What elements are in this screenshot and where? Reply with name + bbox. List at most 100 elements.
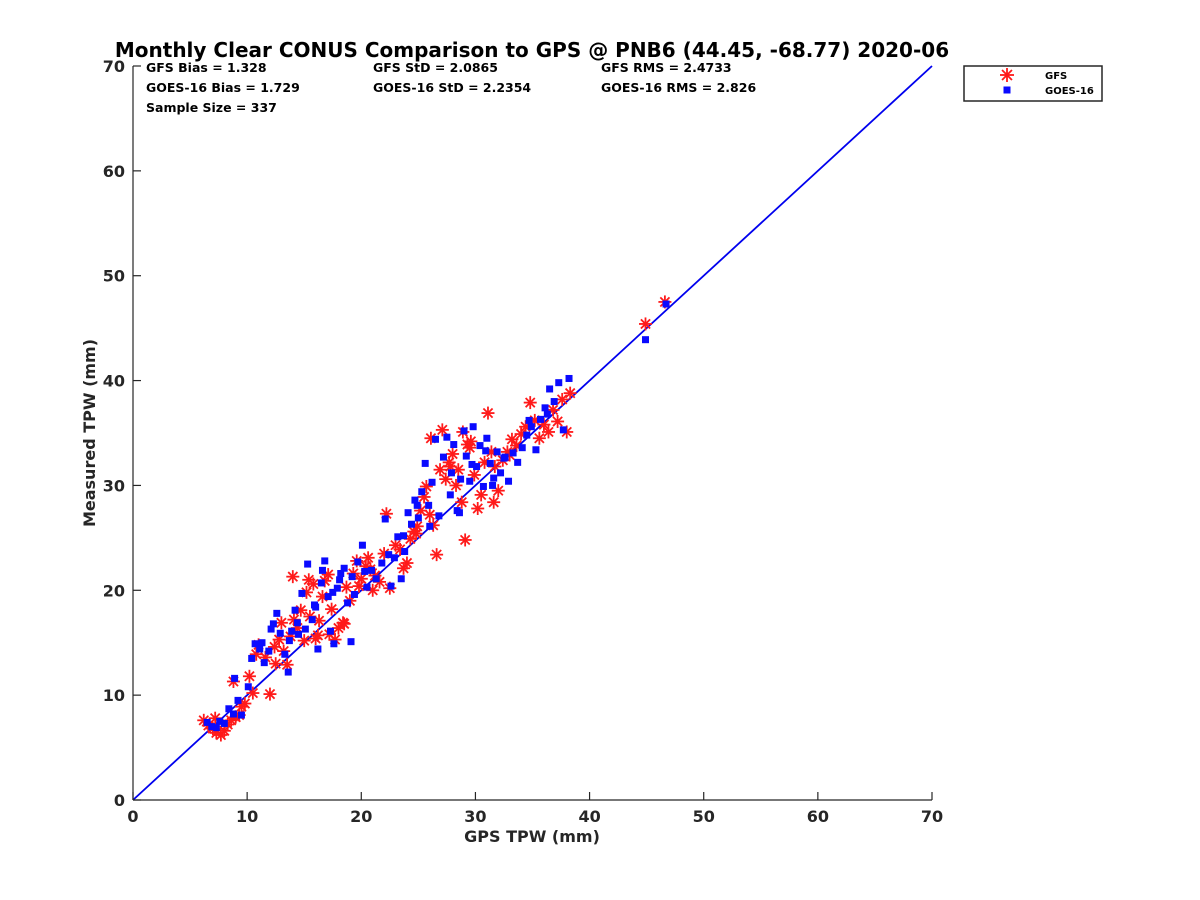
goes16-point-102: [400, 532, 408, 540]
goes16-point-104: [447, 469, 455, 477]
goes16-point-97: [267, 625, 275, 633]
goes16-point-94: [565, 374, 573, 382]
goes16-point-54: [411, 496, 419, 504]
goes16-point-98: [293, 619, 301, 627]
goes16-point-110: [237, 711, 245, 719]
goes16-point-99: [318, 566, 326, 574]
legend-gfs-marker: [1000, 68, 1014, 82]
gfs-point-95: [551, 414, 565, 428]
goes16-point-29: [317, 579, 325, 587]
gfs-point-72: [458, 533, 472, 547]
goes16-point-33: [330, 640, 338, 648]
stat-text-0-0: GFS Bias = 1.328: [146, 60, 267, 75]
goes16-point-20: [288, 627, 296, 635]
goes16-point-48: [390, 554, 398, 562]
gfs-point-103: [311, 628, 325, 642]
goes16-point-101: [361, 567, 369, 575]
stat-text-2-0: Sample Size = 337: [146, 100, 277, 115]
goes16-point-95: [642, 336, 650, 344]
gfs-point-115: [302, 573, 316, 587]
goes16-point-16: [273, 609, 281, 617]
goes16-point-56: [418, 488, 426, 496]
goes16-point-13: [260, 659, 268, 667]
gfs-point-101: [269, 657, 283, 671]
goes16-point-18: [281, 650, 289, 658]
goes16-point-58: [425, 501, 433, 509]
goes16-point-38: [347, 638, 355, 646]
axes-layer: 0 10 20 30 40 50 60 70 0 10 20 30 40 50 60 70: [103, 57, 943, 826]
goes16-point-5: [225, 705, 233, 713]
gfs-point-94: [546, 403, 560, 417]
gfs-point-13: [242, 669, 256, 683]
goes16-point-64: [446, 491, 454, 499]
goes16-point-7: [234, 696, 242, 704]
goes16-point-92: [555, 379, 563, 387]
goes16-point-67: [457, 475, 465, 483]
goes16-point-23: [298, 589, 306, 597]
goes16-point-2: [212, 724, 220, 732]
goes16-point-114: [329, 588, 337, 596]
x-tick-label-1: 10: [236, 807, 258, 826]
gfs-point-54: [400, 556, 414, 570]
y-tick-label-5: 50: [103, 267, 125, 286]
goes16-point-105: [468, 460, 476, 468]
stat-text-1-0: GOES-16 Bias = 1.729: [146, 80, 300, 95]
goes16-point-15: [269, 620, 277, 628]
goes16-point-118: [455, 509, 463, 517]
goes16-point-79: [497, 469, 505, 477]
goes16-point-83: [514, 458, 522, 466]
goes16-point-61: [435, 512, 443, 520]
goes16-point-34: [333, 584, 341, 592]
goes16-point-107: [501, 453, 509, 461]
gfs-point-93: [541, 425, 555, 439]
goes16-point-10: [248, 654, 256, 662]
stat-text-0-2: GFS RMS = 2.4733: [601, 60, 732, 75]
goes16-point-45: [378, 559, 386, 567]
gfs-point-105: [352, 579, 366, 593]
goes16-point-3: [216, 717, 224, 725]
legend-goes16-marker: [1003, 86, 1011, 94]
gfs-point-39: [339, 580, 353, 594]
goes16-point-36: [340, 564, 348, 572]
legend-items: GFS GOES-16: [1000, 68, 1094, 97]
goes16-point-88: [536, 415, 544, 423]
y-axis-title: Measured TPW (mm): [80, 339, 99, 527]
goes16-point-37: [344, 599, 352, 607]
goes16-point-6: [229, 710, 237, 718]
goes16-point-25: [304, 560, 312, 568]
gfs-point-76: [471, 501, 485, 515]
goes16-point-90: [546, 385, 554, 393]
goes16-point-50: [397, 575, 405, 583]
goes16-point-76: [486, 459, 494, 467]
gfs-point-68: [446, 447, 460, 461]
gfs-point-91: [532, 431, 546, 445]
statistics-annotations: GFS Bias = 1.328 GFS StD = 2.0865 GFS RMS …: [146, 60, 756, 115]
x-tick-label-4: 40: [578, 807, 600, 826]
goes16-point-81: [505, 477, 513, 485]
legend-goes16-label: GOES-16: [1045, 86, 1094, 97]
goes16-point-103: [426, 522, 434, 530]
gfs-point-61: [423, 508, 437, 522]
goes16-point-96: [662, 300, 670, 308]
y-tick-label-6: 60: [103, 162, 125, 181]
legend-gfs-label: GFS: [1045, 71, 1067, 82]
data-points-layer: [197, 295, 672, 742]
goes16-point-32: [326, 627, 334, 635]
x-tick-label-3: 30: [464, 807, 486, 826]
gfs-point-109: [463, 441, 477, 455]
gfs-point-35: [325, 602, 339, 616]
goes16-point-72: [473, 463, 481, 471]
gfs-point-107: [409, 527, 423, 541]
x-tick-label-0: 0: [127, 807, 138, 826]
goes16-point-112: [285, 637, 293, 645]
goes16-point-41: [358, 541, 366, 549]
legend-box: [963, 65, 1103, 102]
y-tick-label-1: 10: [103, 686, 125, 705]
goes16-point-71: [469, 423, 477, 431]
gfs-point-65: [435, 423, 449, 437]
goes16-point-113: [310, 601, 318, 609]
goes16-point-28: [314, 645, 322, 653]
goes16-point-24: [301, 625, 309, 633]
x-tick-label-6: 60: [807, 807, 829, 826]
